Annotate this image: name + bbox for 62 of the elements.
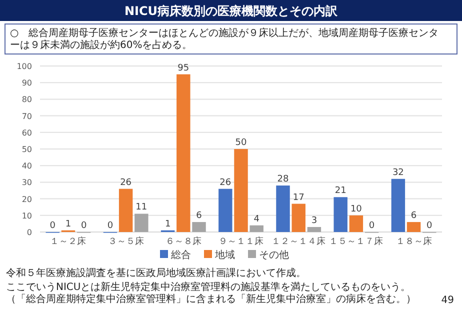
chart-title: NICU病床数別の医療機関数とその内訳 xyxy=(124,4,339,18)
bar xyxy=(118,188,133,232)
legend-label: 地域 xyxy=(214,249,235,261)
x-tick-label: ９～１１床 xyxy=(218,236,264,247)
bar xyxy=(334,197,348,232)
data-label: 1 xyxy=(164,219,171,230)
text: 49 xyxy=(441,295,454,306)
y-tick-label: 80 xyxy=(22,95,32,104)
y-tick-label: 0 xyxy=(26,228,32,237)
y-tick-label: 30 xyxy=(22,178,32,188)
chart-subtitle: ○ 総合周産期母子医療センターはほとんどの施設が９床以上だが、地域周産期母子医療センターは９床未満の施設が約60%を占める。 xyxy=(10,27,439,51)
legend-label: その他 xyxy=(259,249,289,261)
data-label: 26 xyxy=(120,178,132,188)
x-tick-label: １２～１４床 xyxy=(272,236,326,247)
bar xyxy=(406,222,421,232)
bar xyxy=(134,214,148,232)
bar xyxy=(218,188,232,232)
bar xyxy=(276,186,290,232)
data-label: 0 xyxy=(368,221,375,231)
data-label: 4 xyxy=(254,214,260,224)
data-label: 21 xyxy=(334,186,346,196)
text: 令和５年医療施設調査を基に医政局地域医療計画課において作成。 xyxy=(6,267,306,279)
data-label: 50 xyxy=(235,138,247,148)
y-tick-label: 100 xyxy=(16,62,32,71)
x-tick-label: １～２床 xyxy=(50,236,86,247)
data-label: 0 xyxy=(80,221,87,231)
y-tick-label: 70 xyxy=(22,112,32,121)
y-tick-label: 40 xyxy=(22,162,32,171)
bar xyxy=(292,204,306,232)
bar xyxy=(349,215,364,232)
bar xyxy=(307,227,322,232)
x-tick-label: １５～１７床 xyxy=(329,236,384,247)
legend-label: 総合 xyxy=(170,249,191,261)
data-label: 6 xyxy=(196,211,202,222)
x-tick-label: ６～８床 xyxy=(165,236,202,247)
bar xyxy=(176,74,190,232)
data-label: 17 xyxy=(292,192,304,203)
bar xyxy=(234,149,248,232)
text: （「総合周産期特定集中治療室管理料」に含まれる「新生児集中治療室」の病床を含む。） xyxy=(6,293,416,305)
y-tick-label: 10 xyxy=(22,211,32,220)
data-label: 6 xyxy=(410,211,417,222)
data-label: 0 xyxy=(426,221,433,231)
bar xyxy=(391,178,406,232)
data-label: 10 xyxy=(350,204,362,214)
data-label: 32 xyxy=(392,168,404,178)
bar xyxy=(192,222,206,232)
x-tick-label: １８～床 xyxy=(396,236,432,247)
y-tick-label: 90 xyxy=(22,78,32,88)
data-label: 11 xyxy=(136,202,148,213)
data-label: 0 xyxy=(50,221,56,231)
data-label: 26 xyxy=(220,178,232,188)
data-label: 95 xyxy=(178,63,190,74)
data-label: 1 xyxy=(65,219,72,230)
data-label: 0 xyxy=(107,221,114,231)
y-tick-label: 50 xyxy=(22,145,32,154)
y-tick-label: 60 xyxy=(22,128,32,138)
data-label: 3 xyxy=(311,216,318,226)
data-label: 28 xyxy=(277,174,289,185)
text: ここでいうNICUとは新生児特定集中治療室管理料の施設基準を満たしているものをいう。 xyxy=(6,281,411,293)
x-tick-label: ３～５床 xyxy=(108,236,144,247)
y-tick-label: 20 xyxy=(22,194,32,204)
bar xyxy=(250,225,264,232)
